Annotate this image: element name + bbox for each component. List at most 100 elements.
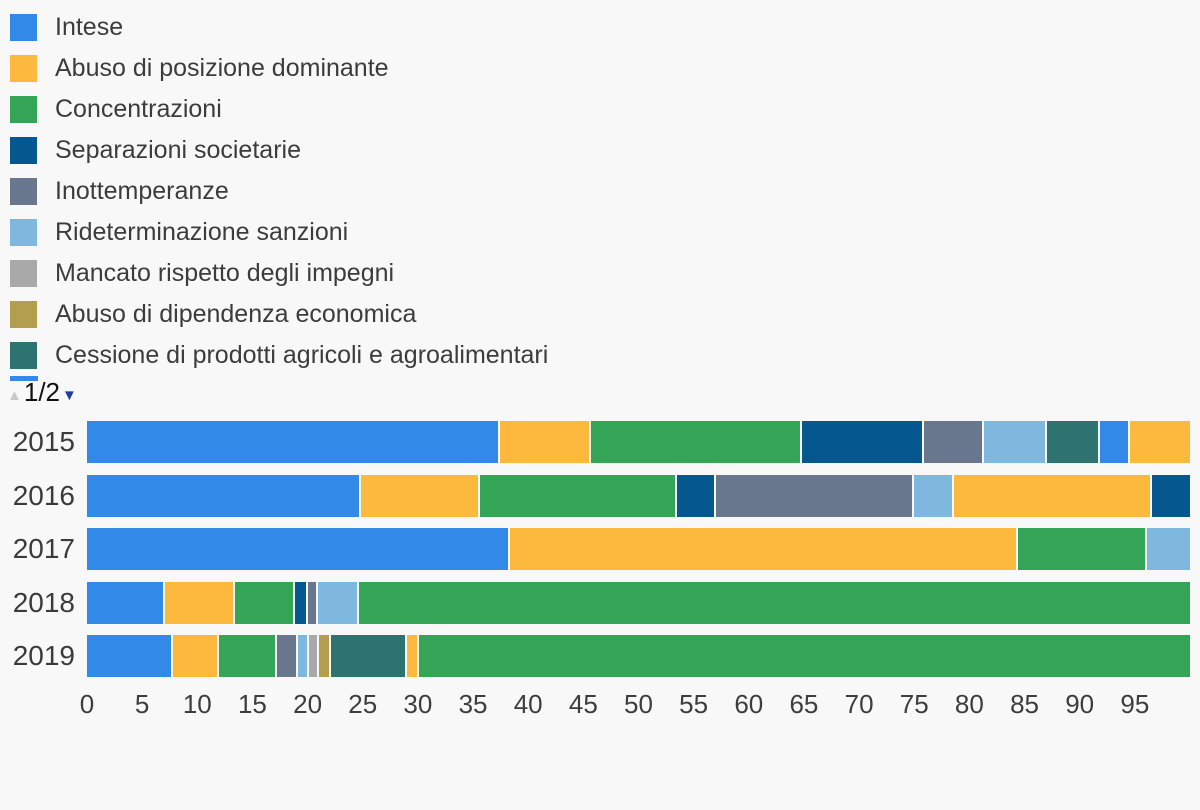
year-label: 2019 xyxy=(12,640,75,671)
legend: Intese Abuso di posizione dominante Concen… xyxy=(10,7,548,376)
legend-swatch-icon xyxy=(10,137,37,164)
pager-up-icon[interactable]: ▲ xyxy=(7,387,22,404)
bar-segment[interactable] xyxy=(87,528,509,570)
legend-item: Inottemperanze xyxy=(10,171,548,212)
legend-swatch-icon xyxy=(10,55,37,82)
bar-segment[interactable] xyxy=(318,581,357,624)
x-tick-label: 15 xyxy=(237,689,267,719)
year-label: 2018 xyxy=(12,586,75,618)
bar-track xyxy=(87,421,1191,463)
bar-segment[interactable] xyxy=(307,581,317,624)
pager-down-icon[interactable]: ▼ xyxy=(62,387,77,404)
bar-segment[interactable] xyxy=(87,421,498,463)
bar-segment[interactable] xyxy=(913,474,952,517)
bar-segment[interactable] xyxy=(479,474,675,517)
legend-swatch-icon xyxy=(10,14,37,41)
bar-track xyxy=(87,581,1191,624)
legend-pager: ▲ 1/2 ▼ xyxy=(7,377,77,408)
legend-swatch-icon xyxy=(10,301,37,328)
legend-item-label: Concentrazioni xyxy=(55,95,222,123)
bar-segment[interactable] xyxy=(165,581,234,624)
bar-segment[interactable] xyxy=(953,474,1150,517)
year-label: 2016 xyxy=(12,479,75,511)
legend-item-label: Abuso di posizione dominante xyxy=(55,54,389,82)
bar-segment[interactable] xyxy=(319,635,330,677)
bar-segment[interactable] xyxy=(1046,421,1098,463)
bar-row: 2016 xyxy=(0,474,1200,517)
legend-item: Abuso di dipendenza economica xyxy=(10,294,548,335)
x-tick-label: 60 xyxy=(734,689,764,719)
x-tick-label: 40 xyxy=(513,689,543,719)
x-tick-label: 95 xyxy=(1120,689,1150,719)
x-tick-label: 75 xyxy=(899,689,929,719)
bar-segment[interactable] xyxy=(1017,528,1146,570)
year-label: 2015 xyxy=(12,426,75,457)
bar-segment[interactable] xyxy=(361,474,478,517)
legend-item: Separazioni societarie xyxy=(10,130,548,171)
bar-segment[interactable] xyxy=(510,528,1016,570)
x-tick-label: 20 xyxy=(293,689,323,719)
legend-item-label: Rideterminazione sanzioni xyxy=(55,218,349,246)
x-tick-label: 45 xyxy=(568,689,598,719)
legend-swatch-icon xyxy=(10,260,37,287)
x-tick-label: 25 xyxy=(348,689,378,719)
bar-row: 2018 xyxy=(0,581,1200,624)
bar-segment[interactable] xyxy=(418,635,1191,677)
bar-segment[interactable] xyxy=(984,421,1045,463)
legend-item: Concentrazioni xyxy=(10,89,548,130)
year-label: 2017 xyxy=(12,533,75,564)
bar-segment[interactable] xyxy=(1099,421,1129,463)
bar-track xyxy=(87,635,1191,677)
bar-segment[interactable] xyxy=(87,474,360,517)
legend-next-page-swatch-sliver xyxy=(10,376,38,381)
bar-segment[interactable] xyxy=(676,474,714,517)
legend-swatch-icon xyxy=(10,96,37,123)
bar-row: 2017 xyxy=(0,528,1200,570)
bar-segment[interactable] xyxy=(1147,528,1190,570)
legend-item: Mancato rispetto degli impegni xyxy=(10,253,548,294)
legend-item: Cessione di prodotti agricoli e agroalim… xyxy=(10,335,548,376)
bar-segment[interactable] xyxy=(297,635,307,677)
legend-item: Rideterminazione sanzioni xyxy=(10,212,548,253)
legend-item: Abuso di posizione dominante xyxy=(10,48,548,89)
x-tick-label: 5 xyxy=(134,689,150,719)
bar-segment[interactable] xyxy=(591,421,800,463)
x-tick-label: 85 xyxy=(1010,689,1040,719)
legend-swatch-icon xyxy=(10,219,37,246)
bar-segment[interactable] xyxy=(219,635,276,677)
x-tick-label: 80 xyxy=(954,689,984,719)
bar-segment[interactable] xyxy=(331,635,405,677)
x-tick-label: 70 xyxy=(844,689,874,719)
bar-segment[interactable] xyxy=(308,635,318,677)
bar-segment[interactable] xyxy=(87,581,164,624)
legend-item-label: Abuso di dipendenza economica xyxy=(55,300,417,328)
legend-item-label: Mancato rispetto degli impegni xyxy=(55,259,395,287)
bar-segment[interactable] xyxy=(406,635,417,677)
bar-segment[interactable] xyxy=(1151,474,1190,517)
bar-segment[interactable] xyxy=(715,474,912,517)
bar-rows: 2015 2016 2017 2018 2019 xyxy=(0,421,1200,677)
x-tick-label: 0 xyxy=(79,689,95,719)
x-tick-label: 50 xyxy=(624,689,653,719)
x-tick-label: 90 xyxy=(1065,689,1095,719)
x-axis: 0 5 10 15 20 25 30 35 40 45 50 55 60 65 70 75 80 85 90 95 xyxy=(80,689,1190,721)
x-tick-label: 55 xyxy=(679,689,709,719)
bar-segment[interactable] xyxy=(358,581,1191,624)
x-tick-label: 30 xyxy=(403,689,433,719)
legend-item-label: Inottemperanze xyxy=(55,177,229,205)
bar-segment[interactable] xyxy=(172,635,218,677)
legend-swatch-icon xyxy=(10,342,37,369)
x-tick-label: 10 xyxy=(182,689,212,719)
x-tick-label: 35 xyxy=(458,689,488,719)
stacked-bar-chart: 2015 2016 2017 2018 2019 0 5 10 15 20 25 30 35 40 45 5… xyxy=(0,415,1200,721)
bar-segment[interactable] xyxy=(294,581,306,624)
bar-segment[interactable] xyxy=(277,635,296,677)
bar-segment[interactable] xyxy=(499,421,590,463)
bar-segment[interactable] xyxy=(87,635,171,677)
bar-segment[interactable] xyxy=(235,581,293,624)
bar-segment[interactable] xyxy=(801,421,923,463)
legend-item-label: Separazioni societarie xyxy=(55,136,301,164)
bar-segment[interactable] xyxy=(924,421,982,463)
bar-track xyxy=(87,474,1190,517)
bar-segment[interactable] xyxy=(1130,421,1191,463)
